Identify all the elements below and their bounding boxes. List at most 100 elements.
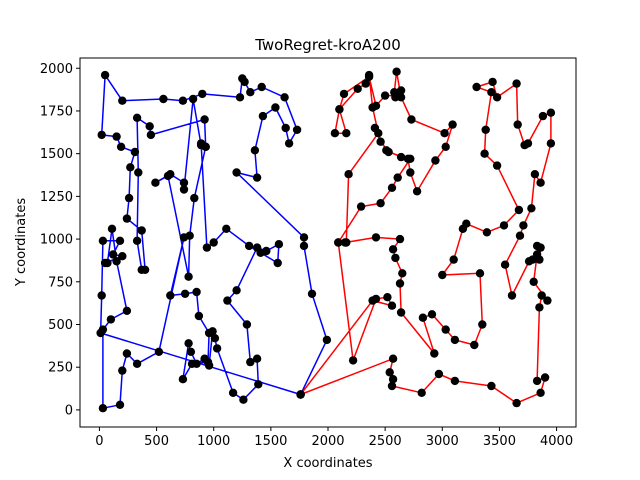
city-point (258, 111, 268, 121)
city-point (441, 142, 450, 151)
city-point (388, 375, 398, 384)
city-point (186, 347, 196, 356)
city-point (254, 380, 263, 389)
city-point (212, 344, 222, 353)
city-point (322, 335, 332, 345)
city-point (116, 142, 126, 151)
y-tick-label: 2000 (40, 62, 73, 77)
city-point (536, 388, 545, 397)
city-point (122, 214, 132, 223)
city-point (178, 375, 188, 384)
y-tick-label: 1500 (40, 147, 73, 162)
city-point (458, 224, 468, 233)
city-point (98, 404, 108, 413)
x-tick-label: 3000 (426, 434, 459, 449)
city-point (209, 238, 218, 247)
x-tick-label: 0 (95, 434, 103, 449)
city-point (97, 130, 106, 140)
city-point (192, 287, 201, 297)
city-point (124, 193, 134, 203)
city-point (538, 111, 548, 121)
city-point (246, 88, 255, 97)
city-point (179, 185, 189, 194)
plot-area (96, 67, 556, 413)
y-tick-label: 250 (48, 361, 73, 376)
x-tick-label: 3500 (483, 434, 516, 449)
city-point (431, 156, 440, 165)
city-point (115, 400, 125, 409)
city-point (196, 139, 206, 148)
city-point (395, 279, 405, 288)
city-point (546, 108, 556, 117)
city-point (108, 250, 118, 259)
city-point (385, 368, 394, 377)
city-point (235, 93, 245, 102)
y-tick-label: 750 (48, 275, 73, 290)
city-point (519, 221, 528, 230)
city-point (472, 82, 481, 92)
city-point (239, 395, 248, 404)
city-point (184, 339, 193, 348)
city-point (130, 147, 140, 157)
x-tick-label: 500 (144, 434, 169, 449)
city-point (179, 178, 189, 187)
city-point (335, 105, 344, 114)
city-point (100, 70, 110, 80)
city-point (188, 94, 198, 104)
x-tick-label: 1500 (254, 434, 287, 449)
city-point (344, 170, 353, 179)
city-point (262, 246, 271, 256)
x-tick-label: 4000 (540, 434, 573, 449)
city-point (122, 306, 132, 315)
city-point (100, 258, 110, 268)
city-point (179, 233, 189, 242)
city-point (487, 381, 496, 391)
city-point (536, 243, 545, 252)
city-point (112, 132, 121, 141)
city-point (488, 77, 497, 87)
city-point (532, 376, 542, 386)
city-point (396, 86, 406, 95)
x-tick-label: 1000 (197, 434, 230, 449)
y-tick-label: 500 (48, 318, 73, 333)
city-point (438, 270, 447, 280)
city-point (383, 293, 392, 302)
city-point (194, 311, 204, 321)
city-point (107, 224, 117, 233)
city-point (137, 226, 146, 235)
city-point (513, 120, 522, 129)
city-point (271, 103, 280, 112)
city-point (238, 74, 247, 83)
city-point (417, 388, 426, 397)
x-axis-label: X coordinates (283, 456, 372, 471)
city-point (122, 349, 132, 358)
city-point (374, 129, 383, 138)
city-point (527, 204, 536, 213)
city-point (132, 113, 142, 123)
city-point (330, 129, 340, 138)
city-point (198, 89, 207, 99)
city-point (500, 260, 510, 269)
city-point (307, 289, 317, 298)
city-point (228, 388, 238, 397)
city-point (537, 291, 546, 300)
city-point (187, 359, 197, 368)
city-point (274, 240, 284, 249)
city-point (242, 320, 252, 329)
city-point (412, 187, 422, 196)
city-point (475, 269, 485, 278)
city-point (126, 163, 135, 172)
chart-title: TwoRegret-kroA200 (254, 36, 401, 54)
city-point (257, 82, 266, 92)
city-point (210, 334, 220, 343)
city-point (384, 147, 393, 157)
city-point (536, 178, 545, 187)
city-point (376, 137, 385, 146)
city-point (222, 224, 231, 233)
city-point (184, 272, 193, 281)
city-point (391, 91, 400, 100)
city-point (480, 149, 489, 158)
city-point (299, 241, 309, 251)
